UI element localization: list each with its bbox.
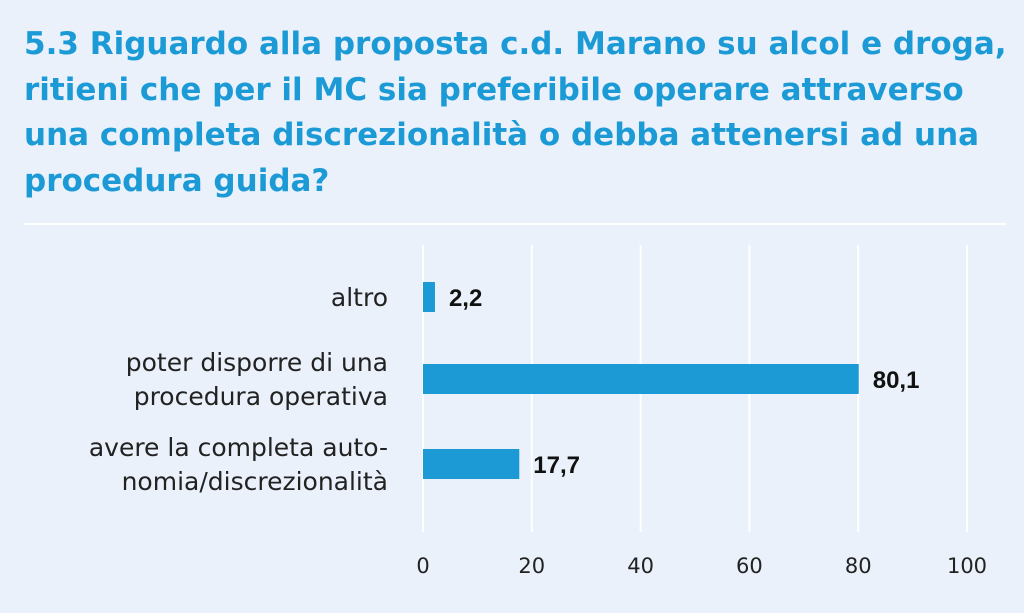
bar-value-label: 80,1 bbox=[873, 367, 920, 394]
x-tick-label: 40 bbox=[627, 554, 654, 578]
chart-title: 5.3 Riguardo alla proposta c.d. Marano s… bbox=[24, 26, 1007, 199]
category-label: altro bbox=[331, 283, 388, 312]
x-tick-label: 60 bbox=[736, 554, 763, 578]
title-divider bbox=[24, 223, 1006, 225]
category-label: avere la completa auto- bbox=[89, 433, 388, 462]
x-tick-label: 100 bbox=[947, 554, 987, 578]
bar-value-label: 17,7 bbox=[533, 452, 580, 479]
bar bbox=[423, 282, 435, 312]
bar-value-label: 2,2 bbox=[449, 285, 482, 312]
x-tick-label: 20 bbox=[518, 554, 545, 578]
category-label: poter disporre di una bbox=[126, 348, 388, 377]
bar bbox=[423, 364, 859, 394]
bar bbox=[423, 449, 520, 479]
category-label: nomia/discrezionalità bbox=[122, 467, 388, 496]
x-tick-label: 0 bbox=[416, 554, 429, 578]
category-label: procedura operativa bbox=[134, 382, 388, 411]
x-tick-label: 80 bbox=[845, 554, 872, 578]
